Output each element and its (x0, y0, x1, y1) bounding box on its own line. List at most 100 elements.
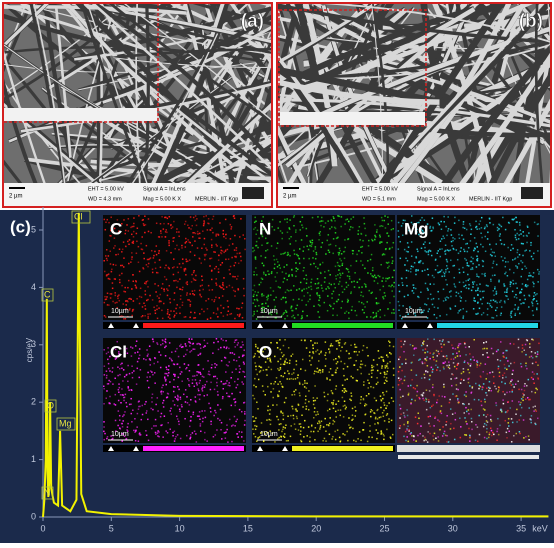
map-dot (524, 250, 526, 252)
map-dot (281, 271, 284, 273)
map-dot (363, 404, 366, 407)
map-dot (266, 419, 268, 421)
map-dot (470, 363, 472, 365)
map-dot (108, 277, 110, 280)
map-dot (387, 367, 389, 369)
map-dot (152, 338, 154, 341)
fiber (203, 3, 272, 150)
map-dot (164, 338, 167, 340)
map-dot (439, 240, 442, 242)
map-dot (337, 339, 339, 342)
map-dot (361, 245, 364, 248)
map-dot (437, 290, 439, 293)
map-dot (143, 358, 145, 360)
map-dot (166, 313, 169, 315)
map-dot (380, 431, 382, 433)
map-dot (536, 373, 538, 375)
map-dot (367, 245, 370, 247)
map-dot (104, 298, 107, 301)
map-dot (514, 236, 517, 239)
map-dot (252, 250, 254, 253)
map-dot (109, 234, 111, 237)
map-dot (379, 316, 381, 318)
map-dot (514, 257, 517, 259)
map-dot (439, 270, 442, 273)
fiber (408, 3, 551, 151)
map-dot (397, 300, 400, 303)
map-dot (321, 371, 324, 373)
map-dot (506, 287, 509, 290)
map-dot (304, 382, 306, 384)
map-dot (336, 261, 339, 264)
map-dot (319, 424, 322, 427)
map-dot (447, 297, 450, 299)
map-dot (237, 342, 239, 344)
map-dot (196, 415, 199, 417)
map-dot (230, 377, 232, 379)
map-dot (532, 406, 535, 408)
map-dot (328, 351, 331, 354)
map-dot (314, 257, 317, 260)
map-dot (175, 307, 177, 310)
map-dot (426, 371, 429, 373)
map-dot (277, 286, 280, 288)
map-dot (113, 403, 115, 405)
map-dot (374, 416, 377, 419)
map-dot (217, 259, 220, 261)
map-dot (265, 302, 267, 305)
map-dot (136, 297, 138, 300)
map-dot (353, 439, 355, 442)
map-dot (234, 401, 237, 403)
map-dot (222, 281, 224, 284)
map-dot (414, 399, 416, 402)
map-dot (188, 379, 190, 382)
map-dot (418, 261, 420, 264)
map-dot (164, 216, 167, 219)
map-dot (457, 398, 459, 400)
map-dot (253, 397, 256, 400)
map-dot (347, 312, 350, 314)
map-dot (193, 289, 196, 292)
map-dot (117, 424, 119, 427)
map-dot (124, 286, 126, 289)
map-dot (335, 237, 338, 240)
map-dot (404, 264, 406, 266)
map-dot (321, 216, 323, 219)
map-dot (283, 401, 286, 404)
map-dot (454, 395, 457, 398)
map-dot (231, 371, 234, 373)
map-dot (252, 394, 254, 397)
map-dot (358, 351, 360, 353)
map-dot (257, 246, 259, 249)
map-dot (325, 253, 327, 255)
map-dot (421, 229, 424, 232)
map-dot (439, 410, 442, 412)
map-dot (296, 410, 299, 412)
map-dot (223, 235, 225, 238)
map-dot (322, 290, 324, 292)
map-dot (318, 232, 321, 235)
map-dot (449, 307, 451, 309)
map-dot (178, 263, 181, 265)
map-dot (137, 261, 140, 264)
map-dot (221, 262, 224, 264)
map-dot (119, 428, 122, 430)
map-scale-label: 10µm (260, 308, 278, 315)
map-dot (254, 377, 256, 380)
map-dot (352, 418, 354, 421)
map-dot (523, 385, 526, 387)
map-dot (403, 414, 406, 417)
map-dot (201, 386, 204, 389)
map-dot (181, 346, 184, 348)
fiber (366, 60, 551, 125)
map-dot (470, 268, 472, 271)
map-dot (308, 390, 310, 392)
map-dot (203, 215, 205, 218)
fiber (441, 43, 551, 183)
map-dot (493, 433, 495, 436)
map-dot (226, 346, 228, 348)
map-dot (118, 230, 120, 232)
map-dot (530, 415, 533, 417)
map-dot (133, 225, 135, 228)
map-dot (494, 255, 497, 257)
